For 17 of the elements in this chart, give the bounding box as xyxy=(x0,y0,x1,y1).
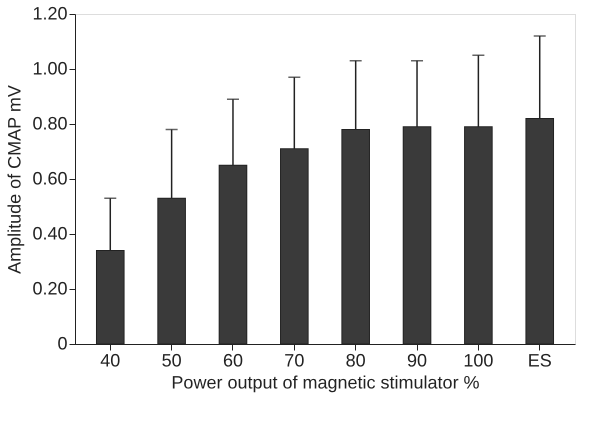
y-tick-label: 0.80 xyxy=(32,114,68,134)
y-tick-label: 1.20 xyxy=(32,4,68,24)
y-tick-label: 0 xyxy=(57,334,68,354)
x-axis-title: Power output of magnetic stimulator % xyxy=(171,372,480,392)
x-tick-label: 70 xyxy=(284,350,304,370)
x-tick-label: 90 xyxy=(407,350,428,370)
y-axis-title: Amplitude of CMAP mV xyxy=(4,85,24,274)
x-tick-label: 100 xyxy=(463,350,494,370)
y-tick-label: 1.00 xyxy=(32,58,68,78)
x-tick-label: 60 xyxy=(222,350,243,370)
y-tick-label: 0.40 xyxy=(32,224,68,244)
y-tick-label: 0.60 xyxy=(32,168,68,188)
x-tick-label: 80 xyxy=(346,350,366,370)
x-tick-label: 40 xyxy=(100,350,120,370)
x-tick-label: ES xyxy=(528,350,552,370)
y-tick-label: 0.20 xyxy=(32,278,68,298)
x-tick-label: 50 xyxy=(162,350,182,370)
